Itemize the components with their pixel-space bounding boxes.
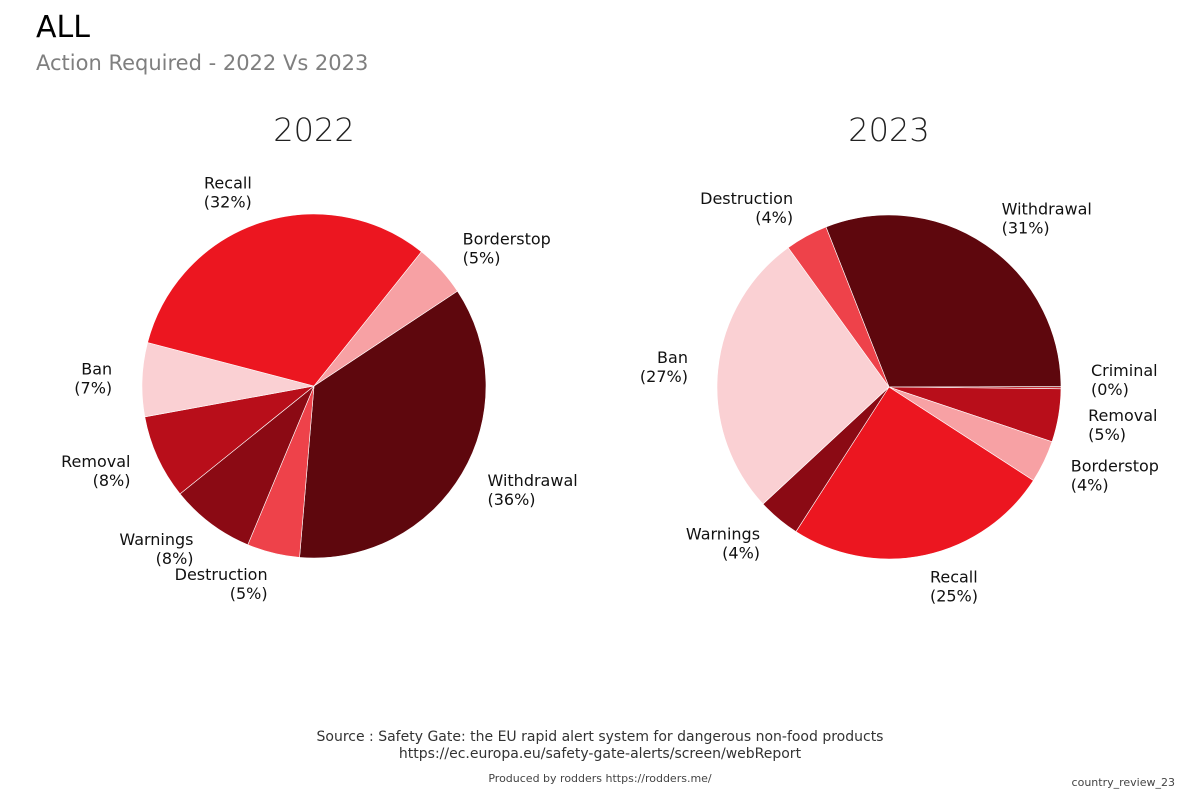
slice-withdrawal[interactable] [825,214,1062,388]
slice-pct-warnings: (8%) [156,549,194,568]
slice-pct-recall: (25%) [930,586,978,605]
slice-label-removal: Removal [1088,406,1157,425]
slice-ban[interactable] [716,247,890,505]
slice-label-destruction: Destruction [700,189,793,208]
page-title: ALL [36,10,90,45]
slice-label-ban: Ban [657,348,688,367]
slice-pct-withdrawal: (36%) [487,490,535,509]
slice-withdrawal[interactable] [299,290,487,559]
slice-label-warnings: Warnings [119,530,193,549]
slice-pct-ban: (7%) [74,378,112,397]
slice-borderstop[interactable] [313,251,458,387]
slice-pct-ban: (27%) [640,367,688,386]
pie-chart-2022: 2022Withdrawal(36%)Destruction(5%)Warnin… [61,111,578,603]
slice-recall[interactable] [147,213,422,387]
slice-pct-borderstop: (4%) [1071,476,1109,495]
slice-pct-destruction: (4%) [755,208,793,227]
slice-label-withdrawal: Withdrawal [1002,199,1092,218]
slice-label-withdrawal: Withdrawal [487,471,577,490]
slice-pct-removal: (8%) [93,471,131,490]
pie-title: 2022 [273,111,354,149]
produced-by: Produced by rodders https://rodders.me/ [488,772,712,785]
slice-label-warnings: Warnings [686,524,760,543]
slice-label-recall: Recall [930,567,978,586]
slice-label-ban: Ban [81,359,112,378]
slice-pct-withdrawal: (31%) [1002,218,1050,237]
slice-label-criminal: Criminal [1091,361,1158,380]
slice-label-borderstop: Borderstop [463,229,551,248]
slice-pct-warnings: (4%) [722,543,760,562]
pie-title: 2023 [848,111,929,149]
slice-pct-removal: (5%) [1088,425,1126,444]
slice-label-recall: Recall [204,173,252,192]
source-line-1: Source : Safety Gate: the EU rapid alert… [316,729,884,745]
slice-pct-criminal: (0%) [1091,380,1129,399]
slice-recall[interactable] [795,386,1034,560]
slice-pct-borderstop: (5%) [463,248,501,267]
slice-label-destruction: Destruction [175,565,268,584]
slice-label-borderstop: Borderstop [1071,457,1159,476]
slice-pct-recall: (32%) [204,192,252,211]
report-tag: country_review_23 [1071,776,1175,789]
slice-label-removal: Removal [61,452,130,471]
pie-chart-2023: 2023 Withdrawal(31%) Criminal(0%) Removal(5… [640,111,1159,605]
slice-pct-destruction: (5%) [230,584,268,603]
page-subtitle: Action Required - 2022 Vs 2023 [36,51,369,75]
slice-destruction[interactable] [787,226,890,388]
source-line-2: https://ec.europa.eu/safety-gate-alerts/… [398,746,802,762]
